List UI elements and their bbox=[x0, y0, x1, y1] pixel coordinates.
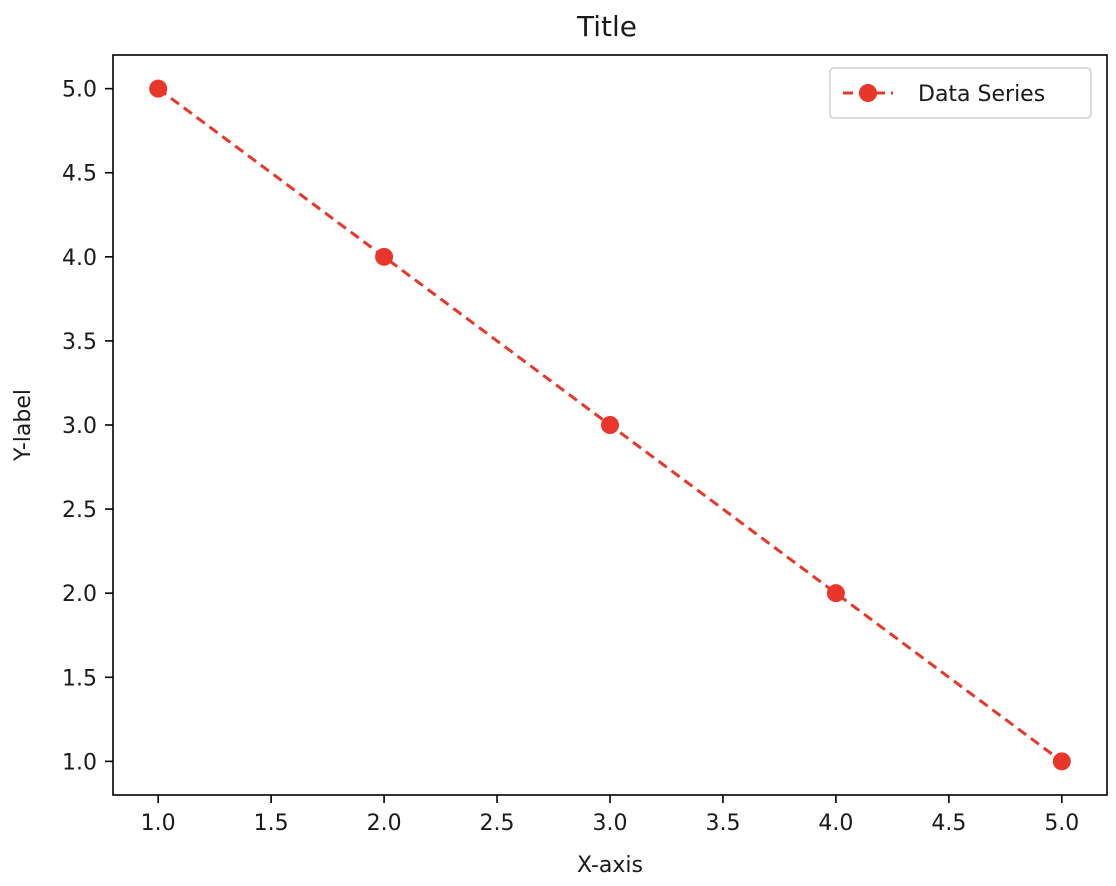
y-tick-label: 1.5 bbox=[62, 666, 97, 691]
x-tick-label: 4.5 bbox=[931, 811, 966, 836]
x-tick-label: 2.5 bbox=[480, 811, 515, 836]
y-axis-ticks: 1.0 1.5 2.0 2.5 3.0 3.5 4.0 4.5 5.0 bbox=[62, 78, 113, 775]
data-point bbox=[149, 79, 168, 98]
x-tick-label: 3.0 bbox=[593, 811, 628, 836]
data-point bbox=[601, 416, 619, 434]
y-tick-label: 2.5 bbox=[62, 498, 97, 523]
x-tick-label: 1.5 bbox=[254, 811, 289, 836]
x-tick-label: 3.5 bbox=[705, 811, 740, 836]
x-axis-ticks: 1.0 1.5 2.0 2.5 3.0 3.5 4.0 4.5 5.0 bbox=[141, 795, 1079, 836]
x-tick-label: 2.0 bbox=[367, 811, 402, 836]
data-point bbox=[1052, 752, 1071, 771]
data-point bbox=[826, 584, 845, 603]
x-axis-label: X-axis bbox=[577, 853, 643, 878]
legend-frame bbox=[829, 67, 1092, 119]
y-tick-label: 5.0 bbox=[62, 78, 97, 103]
x-tick-label: 5.0 bbox=[1044, 811, 1079, 836]
legend-label: Data Series bbox=[918, 82, 1045, 107]
legend: Data Series bbox=[829, 67, 1092, 119]
series-layer bbox=[149, 79, 1071, 771]
y-tick-label: 1.0 bbox=[62, 750, 97, 775]
y-axis-label: Y-label bbox=[11, 389, 36, 462]
chart-title: Title bbox=[576, 10, 637, 43]
y-tick-label: 2.0 bbox=[62, 582, 97, 607]
x-tick-label: 4.0 bbox=[818, 811, 853, 836]
data-point bbox=[375, 247, 394, 266]
y-tick-label: 4.0 bbox=[62, 246, 97, 271]
legend-marker-swatch bbox=[859, 84, 877, 102]
x-tick-label: 1.0 bbox=[141, 811, 176, 836]
y-tick-label: 3.5 bbox=[62, 330, 97, 355]
y-tick-label: 3.0 bbox=[62, 414, 97, 439]
y-tick-label: 4.5 bbox=[62, 162, 97, 187]
